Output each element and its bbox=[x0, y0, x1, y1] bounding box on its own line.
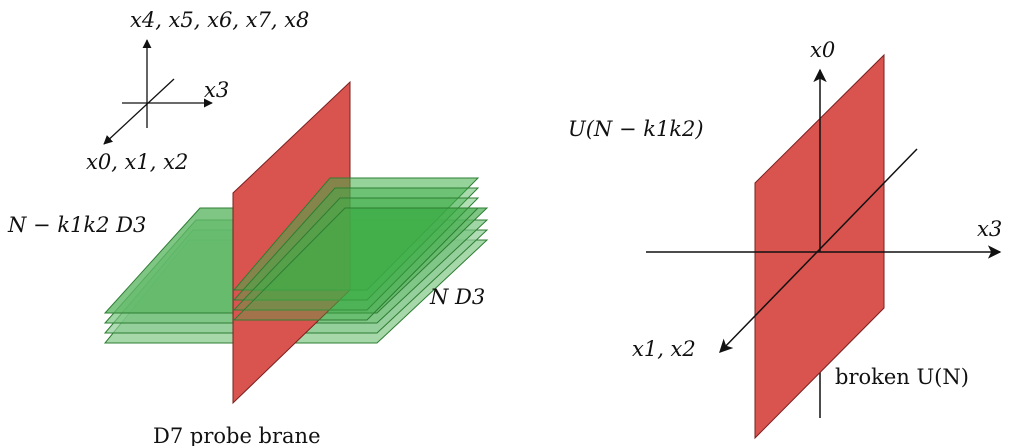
x3-axis-label: x3 bbox=[977, 217, 1002, 241]
x1-x2-axis-arrow bbox=[719, 148, 918, 353]
d3-stack-label: N − k1k2 D3 bbox=[7, 213, 146, 237]
left-axis-triad: x4, x5, x6, x7, x8 x3 x0, x1, x2 bbox=[86, 8, 309, 174]
d3-brane-sheet bbox=[232, 187, 480, 301]
x0-axis-label: x0 bbox=[810, 38, 835, 62]
d3-brane-sheet bbox=[232, 197, 480, 311]
unbroken-group-label: U(N − k1k2) bbox=[568, 117, 704, 141]
d3-brane-sheet bbox=[232, 177, 480, 291]
d3-brane-stack-lower bbox=[232, 177, 480, 321]
vertical-axis-label: x4, x5, x6, x7, x8 bbox=[130, 8, 309, 32]
diagonal-axis-arrow bbox=[103, 78, 175, 145]
d3-brane-sheet bbox=[232, 207, 480, 321]
n-d3-label: N D3 bbox=[429, 285, 485, 309]
x1-x2-axis-label: x1, x2 bbox=[632, 337, 696, 361]
diagonal-axis-label: x0, x1, x2 bbox=[86, 150, 188, 174]
x3-axis-label: x3 bbox=[204, 78, 229, 102]
broken-group-label: broken U(N) bbox=[835, 365, 969, 389]
d7-probe-brane-label: D7 probe brane bbox=[153, 424, 321, 446]
right-diagram: x0 x3 x1, x2 U(N − k1k2) broken U(N) bbox=[568, 38, 1002, 440]
